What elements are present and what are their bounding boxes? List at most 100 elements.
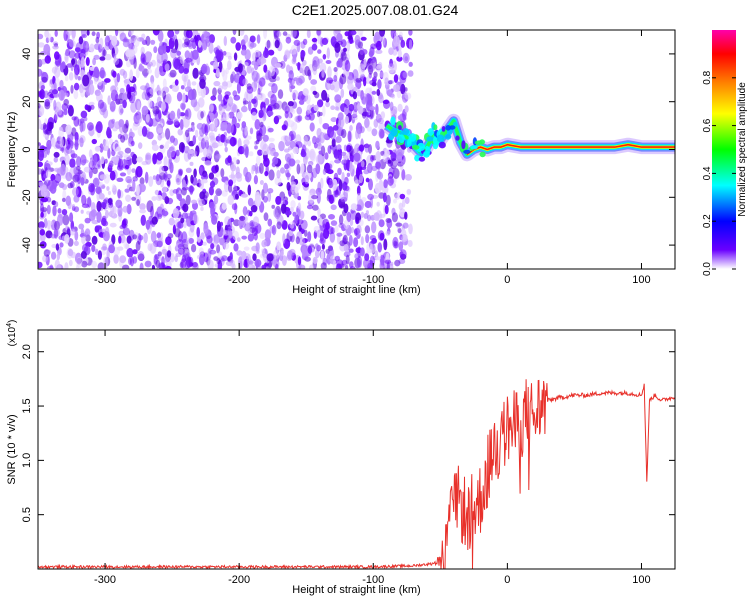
noise-blob: [80, 154, 87, 166]
noise-blob: [129, 69, 134, 81]
noise-blob: [315, 60, 321, 70]
noise-blob: [271, 204, 276, 209]
noise-blob: [274, 39, 280, 49]
noise-blob: [277, 89, 284, 99]
noise-blob: [105, 209, 109, 219]
noise-blob: [77, 76, 81, 81]
noise-blob: [393, 160, 398, 166]
signal-blob: [433, 136, 438, 145]
noise-blob: [254, 119, 261, 130]
noise-blob: [216, 244, 221, 254]
noise-blob: [80, 250, 87, 259]
noise-blob: [408, 30, 413, 36]
noise-blob: [53, 99, 57, 111]
noise-blob: [321, 37, 329, 46]
noise-blob: [131, 196, 137, 201]
noise-blob: [227, 55, 232, 60]
noise-blob: [320, 262, 327, 269]
noise-blob: [280, 250, 284, 256]
noise-blob: [119, 68, 126, 76]
noise-blob: [334, 225, 339, 233]
noise-blob: [356, 255, 363, 268]
noise-blob: [331, 138, 336, 148]
noise-blob: [94, 76, 98, 85]
noise-blob: [43, 122, 47, 130]
noise-blob: [97, 250, 102, 260]
noise-blob: [375, 103, 379, 115]
noise-blob: [199, 127, 205, 137]
noise-blob: [325, 221, 330, 231]
noise-blob: [391, 212, 398, 223]
noise-blob: [397, 115, 403, 120]
noise-blob: [73, 240, 79, 247]
noise-blob: [116, 72, 121, 83]
noise-blob: [54, 110, 59, 121]
noise-blob: [337, 167, 342, 176]
noise-blob: [385, 230, 391, 236]
noise-blob: [377, 79, 382, 90]
noise-blob: [127, 91, 132, 100]
noise-blob: [308, 112, 315, 121]
noise-blob: [248, 100, 252, 112]
noise-blob: [290, 200, 296, 209]
noise-blob: [274, 115, 282, 120]
noise-blob: [56, 168, 64, 175]
noise-blob: [152, 105, 160, 115]
noise-blob: [198, 97, 205, 108]
noise-blob: [120, 108, 124, 114]
noise-blob: [245, 135, 252, 140]
colorbar-gradient: [712, 30, 736, 269]
top-y-tick-label: -40: [21, 237, 33, 253]
noise-blob: [373, 212, 380, 221]
noise-blob: [307, 140, 312, 147]
noise-blob: [294, 186, 299, 194]
noise-blob: [356, 102, 361, 111]
noise-blob: [312, 90, 318, 95]
noise-blob: [326, 169, 334, 175]
noise-blob: [239, 30, 245, 36]
noise-blob: [312, 135, 317, 145]
noise-blob: [40, 211, 44, 218]
noise-blob: [111, 184, 116, 192]
noise-blob: [65, 144, 73, 155]
noise-blob: [263, 157, 270, 168]
noise-blob: [168, 217, 175, 226]
noise-blob: [90, 104, 95, 110]
noise-blob: [50, 173, 56, 182]
noise-blob: [249, 42, 257, 48]
noise-blob: [188, 237, 195, 244]
noise-blob: [122, 227, 130, 236]
noise-blob: [151, 196, 157, 201]
noise-blob: [346, 40, 351, 52]
noise-blob: [118, 235, 122, 244]
noise-blob: [181, 73, 189, 82]
noise-blob: [150, 75, 155, 84]
noise-blob: [102, 231, 110, 242]
noise-blob: [140, 214, 146, 226]
noise-blob: [96, 200, 102, 212]
noise-blob: [369, 106, 376, 111]
noise-blob: [307, 231, 312, 243]
noise-blob: [129, 128, 133, 140]
noise-blob: [162, 44, 167, 54]
noise-blob: [44, 101, 51, 110]
plot-title: C2E1.2025.007.08.01.G24: [291, 2, 459, 18]
noise-blob: [48, 121, 54, 130]
noise-blob: [188, 149, 195, 154]
noise-blob: [40, 197, 49, 203]
signal-blob: [417, 142, 426, 152]
noise-blob: [156, 96, 162, 105]
noise-blob: [389, 101, 394, 112]
noise-blob: [93, 43, 102, 50]
noise-blob: [203, 252, 209, 263]
noise-blob: [349, 125, 353, 132]
noise-blob: [91, 260, 98, 269]
noise-blob: [353, 101, 359, 113]
noise-blob: [51, 66, 58, 74]
noise-blob: [286, 64, 291, 73]
noise-blob: [244, 126, 248, 136]
bottom-y-multiplier: (x104): [6, 320, 18, 347]
noise-blob: [375, 49, 383, 54]
noise-blob: [392, 236, 399, 249]
noise-blob: [65, 195, 72, 207]
